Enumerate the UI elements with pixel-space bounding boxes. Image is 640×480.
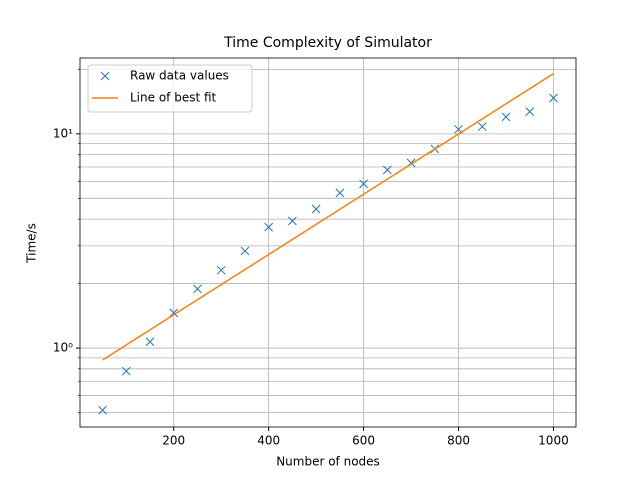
data-point <box>549 93 558 103</box>
data-point <box>382 165 392 175</box>
legend-swatch <box>100 71 110 81</box>
data-point <box>264 222 274 232</box>
y-axis-label: Time/s <box>25 223 39 264</box>
data-point <box>501 112 511 122</box>
x-tick-label: 1000 <box>538 434 569 448</box>
y-tick-label: 10¹ <box>53 126 73 140</box>
x-tick-label: 200 <box>162 434 185 448</box>
x-tick-label: 600 <box>352 434 375 448</box>
plot-frame <box>79 57 577 428</box>
legend-box <box>87 64 253 113</box>
legend-label: Raw data values <box>130 69 229 83</box>
data-point <box>311 204 321 214</box>
data-point <box>477 122 487 132</box>
x-axis-label: Number of nodes <box>276 455 380 469</box>
data-point <box>525 107 535 116</box>
data-point <box>121 366 131 376</box>
data-point <box>288 216 297 226</box>
data-point <box>359 179 368 189</box>
data-point <box>240 246 250 256</box>
fit-line <box>102 73 554 361</box>
data-point <box>335 188 345 198</box>
data-point <box>145 337 155 347</box>
legend-label: Line of best fit <box>130 91 217 105</box>
y-tick-label: 10⁰ <box>53 341 73 355</box>
chart-title: Time Complexity of Simulator <box>223 35 432 51</box>
data-point <box>98 405 107 415</box>
x-tick-label: 800 <box>447 434 470 448</box>
data-point <box>193 284 202 294</box>
x-tick-label: 400 <box>257 434 280 448</box>
data-point <box>169 308 179 318</box>
data-point <box>216 265 226 275</box>
